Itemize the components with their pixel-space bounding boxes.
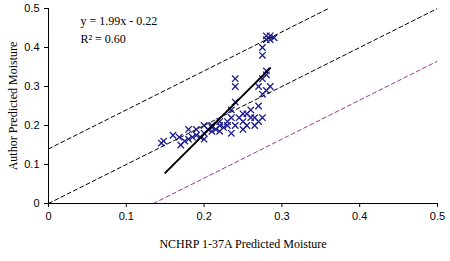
svg-text:0.5: 0.5: [24, 2, 39, 14]
svg-text:0: 0: [45, 210, 51, 222]
svg-text:0.3: 0.3: [24, 80, 39, 92]
svg-text:y = 1.99x - 0.22: y = 1.99x - 0.22: [81, 14, 158, 28]
svg-text:0.1: 0.1: [24, 158, 39, 170]
svg-text:0.3: 0.3: [274, 210, 289, 222]
svg-text:0.2: 0.2: [24, 119, 39, 131]
svg-text:0.5: 0.5: [430, 210, 445, 222]
svg-text:0.4: 0.4: [352, 210, 367, 222]
svg-text:0.4: 0.4: [24, 41, 39, 53]
svg-text:0.1: 0.1: [119, 210, 134, 222]
svg-text:NCHRP 1-37A Predicted Moisture: NCHRP 1-37A Predicted Moisture: [159, 237, 326, 251]
svg-text:Author Predicted Moisture: Author Predicted Moisture: [6, 42, 20, 171]
svg-text:0.2: 0.2: [196, 210, 211, 222]
svg-text:0: 0: [33, 197, 39, 209]
svg-text:R² = 0.60: R² = 0.60: [81, 32, 126, 46]
